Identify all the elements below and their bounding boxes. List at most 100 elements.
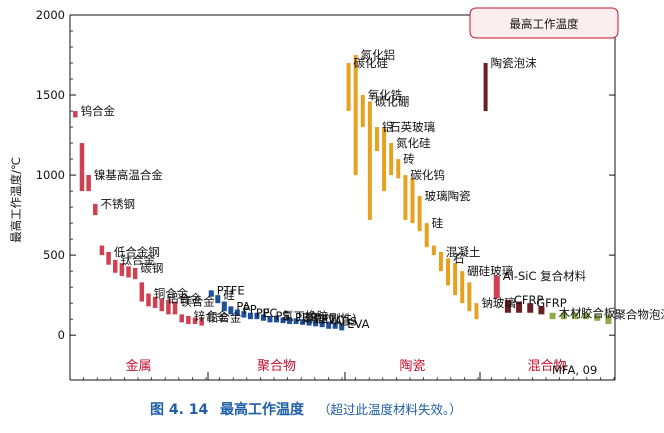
bar-label: PS [275,309,289,323]
y-tick-label: 500 [43,248,65,262]
attribution: MFA, 09 [552,363,597,377]
bar [438,251,443,272]
bar-label: 氯丁橡胶 [282,309,328,323]
y-axis-label: 最高工作温度/℃ [9,157,23,243]
bar [159,298,165,312]
bar [73,111,78,118]
bar [549,312,556,320]
bar [247,312,253,320]
bar-label: 硅 [432,216,444,230]
bar [166,299,171,315]
bar-label: 石 [453,251,465,265]
bar-label: Al-SiC 复合材料 [503,269,587,283]
bar-label: 碳化硅 [354,56,389,70]
bar [516,301,523,313]
bar [152,296,158,308]
bar [260,314,266,321]
y-tick-label: 1500 [36,88,65,102]
bar-label: PVC [321,313,344,327]
bar [146,293,151,307]
bar-label: EVA [347,317,369,331]
bar [254,312,260,320]
bar [306,319,312,326]
bar [228,306,234,315]
bar [234,309,240,316]
bar-label: 镍基高温合金 [94,168,163,182]
bar-label: 混凝土 [446,245,481,259]
bar-label: GFRP [536,296,567,310]
bar [313,319,319,327]
bar [192,317,198,324]
bar [132,267,138,280]
category-label: 聚合物 [257,359,296,374]
bar [326,321,332,329]
bar [119,263,125,276]
bar-label: CFRP [514,293,544,307]
bar [493,275,500,299]
bar-label: 钨合金 [81,104,116,118]
bar [112,259,118,273]
bar [460,271,465,304]
bar [424,223,429,248]
bar [293,318,299,324]
bar [319,320,325,328]
bar [467,282,472,312]
bar-label: 碳化硼 [375,94,410,108]
bar [583,312,590,320]
figure-note: （超过此温度材料失效。） [318,402,462,417]
bar [538,306,545,315]
bar-label: 钛合金 [120,253,155,267]
bar-label: 聚合物泡沫 [614,307,664,321]
bar-label: 硅 [223,288,235,302]
bar [353,55,358,176]
bar-label: 铅合金 [207,311,242,325]
bar [560,312,567,320]
bar [346,63,351,112]
figure-number: 图 4. 14 [150,402,209,418]
bar-label: 不锈钢 [101,197,135,211]
bar [241,311,247,318]
bar [474,303,479,320]
bar-label: PE [256,306,270,320]
category-label: 陶瓷 [399,358,425,374]
bar [594,314,601,321]
bar [389,143,394,176]
bar-label: 氮化硅 [396,136,431,150]
legend-box [469,7,619,39]
bar [483,63,488,112]
bar-label: 铜合金 [154,287,189,301]
y-tick-label: 2000 [36,8,65,22]
bar [199,317,204,326]
category-labels: 金属 聚合物 陶瓷 混合物 [125,358,566,374]
bar-label: 胶合板 [581,306,616,320]
bar-label: PET [315,312,337,326]
bar [106,251,111,265]
bar [287,317,293,324]
category-label: 金属 [125,358,151,374]
bar-label: ABS [334,315,357,329]
bar [339,323,345,331]
bar [215,295,221,304]
bar [382,127,387,192]
y-axis-ticks: 0 500 1000 1500 2000 [36,8,615,342]
bar [504,299,511,313]
bar-label: 锌合金 [194,309,229,323]
y-tick-label: 1000 [36,168,65,182]
bar [417,195,422,232]
bar [93,203,98,216]
legend-title: 最高工作温度 [510,17,579,31]
y-tick-label: 0 [58,328,65,342]
bar [605,314,612,324]
bar [446,258,451,286]
bar-label: 氧化锆 [368,88,403,102]
bar-label: 陶瓷泡沫 [491,56,537,70]
bar [367,101,372,220]
bar [208,290,214,297]
bar-label: 木材 [559,306,582,320]
bar-label: 氮化铝 [361,48,396,62]
bar-label: 硼硅玻璃 [467,264,513,278]
bar-label: PA [236,299,250,313]
bar [403,175,408,220]
bar-label: 碳化钨 [410,168,445,182]
